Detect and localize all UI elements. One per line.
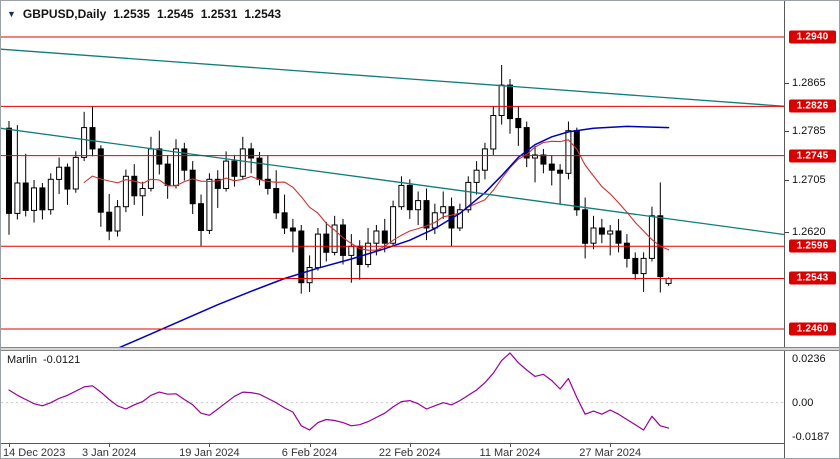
date-label: 27 Mar 2024 bbox=[579, 447, 642, 459]
date-label: 3 Jan 2024 bbox=[81, 447, 137, 459]
quote-high: 1.2545 bbox=[156, 7, 194, 21]
quote-low: 1.2531 bbox=[200, 7, 238, 21]
date-label: 6 Feb 2024 bbox=[281, 447, 338, 459]
time-axis-tick bbox=[209, 444, 211, 447]
price-level-badge: 1.2745 bbox=[789, 149, 836, 163]
price-axis-label: 1.2705 bbox=[792, 173, 826, 186]
indicator-axis-label: 0.00 bbox=[792, 396, 814, 409]
price-axis[interactable]: 1.2865 1.2785 1.2705 1.2620 1.2940 1.2826 1.27… bbox=[784, 1, 839, 458]
current-price-badge: 1.2543 bbox=[789, 271, 836, 285]
price-axis-tick bbox=[785, 131, 789, 133]
price-axis-label: 1.2865 bbox=[792, 76, 826, 89]
price-axis-tick bbox=[785, 231, 789, 233]
price-level-badge: 1.2940 bbox=[789, 30, 836, 44]
date-label: 22 Feb 2024 bbox=[378, 447, 441, 459]
time-axis-tick bbox=[309, 444, 311, 447]
price-level-badge: 1.2596 bbox=[789, 239, 836, 253]
date-label: 11 Mar 2024 bbox=[479, 447, 541, 459]
price-axis-tick bbox=[785, 82, 789, 84]
quote-close: 1.2543 bbox=[244, 7, 282, 21]
indicator-name: Marlin bbox=[7, 354, 37, 366]
indicator-axis-label: -0.0187 bbox=[792, 431, 830, 443]
time-axis-tick bbox=[409, 444, 411, 447]
date-label: 14 Dec 2023 bbox=[3, 447, 66, 459]
time-axis-tick bbox=[510, 444, 511, 447]
price-axis-label: 1.2620 bbox=[792, 225, 826, 238]
price-level-badge: 1.2460 bbox=[789, 322, 836, 336]
symbol-dropdown-icon[interactable]: ▼ bbox=[7, 9, 16, 19]
price-level-badge: 1.2826 bbox=[789, 99, 836, 113]
time-axis-tick bbox=[9, 444, 10, 447]
quote-open: 1.2535 bbox=[113, 7, 150, 21]
panel-splitter[interactable] bbox=[1, 347, 839, 351]
time-axis-tick bbox=[109, 444, 111, 447]
price-axis-label: 1.2785 bbox=[792, 125, 826, 138]
price-axis-tick bbox=[785, 179, 789, 181]
indicator-header: Marlin -0.0121 bbox=[7, 354, 80, 366]
date-label: 19 Jan 2024 bbox=[179, 447, 240, 459]
marlin-indicator-canvas[interactable] bbox=[1, 351, 784, 444]
time-axis-tick bbox=[610, 444, 612, 447]
symbol-period-label: GBPUSD,Daily bbox=[22, 7, 107, 21]
price-chart-canvas[interactable] bbox=[1, 1, 784, 347]
indicator-axis-label: 0.0236 bbox=[792, 353, 826, 365]
indicator-value: -0.0121 bbox=[42, 354, 81, 366]
time-axis[interactable]: 14 Dec 2023 3 Jan 2024 19 Jan 2024 6 Feb 20… bbox=[1, 444, 784, 459]
chart-header: ▼ GBPUSD,Daily 1.2535 1.2545 1.2531 1.25… bbox=[7, 7, 281, 21]
